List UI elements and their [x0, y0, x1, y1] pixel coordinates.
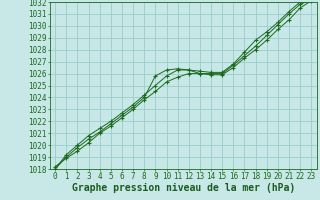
X-axis label: Graphe pression niveau de la mer (hPa): Graphe pression niveau de la mer (hPa): [72, 183, 295, 193]
